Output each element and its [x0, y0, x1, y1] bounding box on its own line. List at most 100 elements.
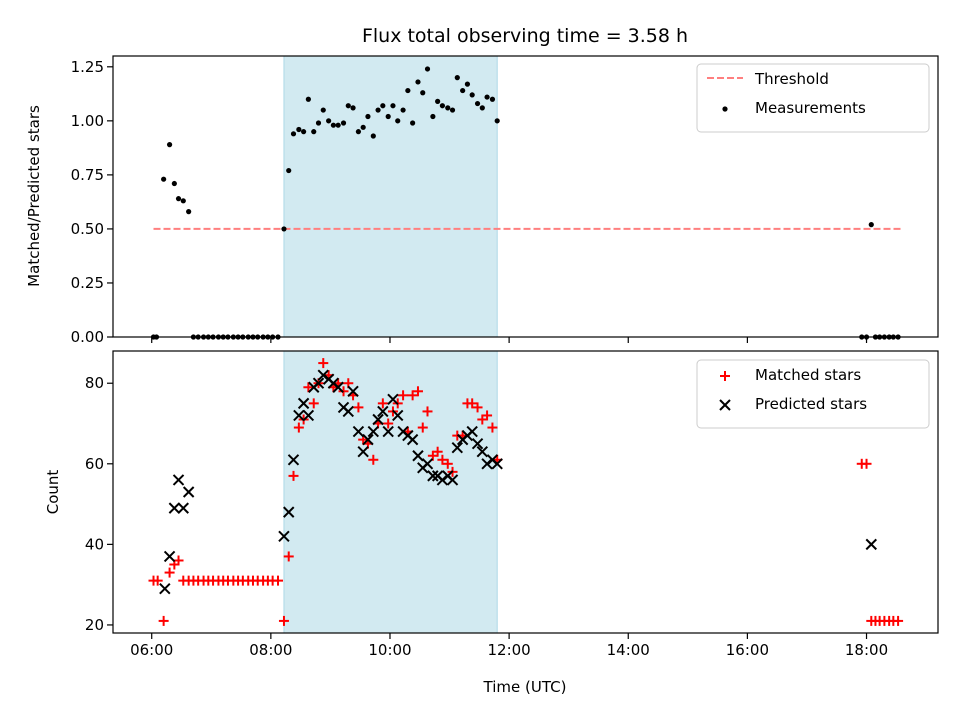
predicted-stars-point: [367, 425, 380, 438]
predicted-stars-point: [297, 397, 310, 410]
matched-stars-point: [442, 458, 453, 469]
matched-stars-point: [467, 398, 478, 409]
matched-stars-point: [422, 406, 433, 417]
predicted-stars-point: [302, 409, 315, 422]
measurement-point: [454, 75, 460, 81]
measurement-point: [175, 196, 182, 202]
top-chart-title: Flux total observing time = 3.58 h: [362, 25, 688, 47]
axes-frame: [112, 350, 939, 634]
predicted-stars-point: [382, 425, 394, 438]
predicted-stars-point: [392, 409, 404, 422]
predicted-stars-point: [372, 413, 384, 426]
measurement-point: [868, 222, 874, 228]
predicted-stars-point: [287, 454, 300, 466]
predicted-stars-point: [159, 582, 171, 595]
bottom-chart-ylabel: Count: [44, 470, 62, 515]
predicted-stars-point: [476, 446, 489, 458]
measurement-point: [335, 122, 341, 128]
matched-stars-point: [152, 575, 163, 586]
measurement-point: [161, 176, 167, 182]
x-tick-label: 18:00: [845, 641, 888, 659]
legend-measurements-swatch: [722, 106, 728, 112]
y-tick-label: 1.00: [71, 112, 104, 130]
measurement-point: [365, 113, 371, 120]
predicted-stars-point: [406, 433, 419, 446]
measurement-point: [445, 105, 451, 111]
measurement-point: [435, 98, 441, 104]
x-tick-label: 08:00: [249, 641, 292, 659]
predicted-stars-point: [421, 458, 434, 470]
legend-predicted-swatch: [719, 399, 731, 411]
y-tick-label: 0.75: [71, 166, 104, 184]
x-tick-label: 16:00: [726, 641, 769, 659]
matched-stars-point: [432, 446, 443, 457]
predicted-stars-point: [177, 502, 189, 514]
matched-stars-point: [173, 555, 184, 566]
y-tick-label: 60: [85, 455, 104, 473]
matched-stars-point: [383, 418, 394, 429]
shaded-region: [283, 351, 498, 633]
legend: Threshold Measurements: [696, 63, 930, 133]
measurement-point: [360, 124, 366, 130]
matched-stars-point: [417, 422, 428, 433]
legend-label: Measurements: [755, 99, 866, 117]
measurement-point: [286, 167, 292, 174]
matched-stars-point: [273, 575, 283, 586]
predicted-stars-point: [471, 437, 484, 450]
measurement-point: [180, 198, 186, 204]
matched-stars-point: [437, 454, 448, 465]
measurement-point: [311, 129, 317, 135]
measurement-point: [320, 107, 326, 113]
legend-box: [696, 359, 930, 429]
predicted-stars-point: [332, 381, 344, 393]
matched-stars-point: [308, 398, 319, 409]
measurement-point: [315, 120, 322, 126]
measurement-point: [424, 66, 431, 72]
measurement-point: [449, 107, 456, 113]
measurement-point: [385, 113, 391, 120]
matched-stars-point: [293, 422, 304, 433]
y-tick-label: 20: [85, 616, 104, 634]
measurement-point: [474, 100, 481, 107]
measurement-point: [355, 129, 362, 135]
matched-stars-point: [318, 358, 329, 369]
predicted-stars-point: [362, 433, 374, 446]
predicted-stars-point: [427, 470, 439, 482]
predicted-stars-point: [168, 502, 181, 514]
measurement-point: [494, 118, 500, 124]
predicted-stars-point: [278, 530, 290, 543]
matched-stars-point: [412, 386, 423, 397]
measurement-point: [415, 79, 421, 85]
y-tick-label: 1.25: [71, 58, 104, 76]
measurement-point: [430, 113, 436, 120]
predicted-stars-point: [446, 474, 459, 486]
measurement-point: [464, 81, 471, 87]
bottom-chart-xlabel: Time (UTC): [483, 678, 567, 696]
measurement-point: [405, 87, 411, 94]
matched-stars-point: [482, 410, 493, 421]
predicted-stars-point: [412, 450, 424, 462]
x-tick-label: 12:00: [488, 641, 531, 659]
x-tick-label: 14:00: [607, 641, 650, 659]
matched-stars-point: [158, 615, 169, 626]
x-tick-label: 06:00: [130, 641, 173, 659]
predicted-stars-point: [352, 425, 365, 438]
predicted-stars-point: [172, 474, 185, 486]
matched-stars-point: [283, 551, 294, 562]
predicted-stars-point: [377, 405, 389, 418]
measurement-point: [301, 129, 307, 135]
matched-stars-point: [278, 615, 289, 626]
measurement-point: [395, 118, 401, 124]
predicted-stars-point: [347, 385, 359, 397]
legend-label: Matched stars: [755, 366, 861, 384]
matched-stars-point: [472, 402, 483, 413]
measurement-point: [171, 180, 177, 187]
predicted-stars-point: [451, 441, 464, 454]
predicted-stars-point: [163, 550, 176, 563]
predicted-stars-point: [293, 409, 305, 422]
legend-box: [696, 63, 930, 133]
matched-stars-point: [861, 458, 872, 469]
top-chart: 0.00 0.25 0.50 0.75 1.00 1.25 Threshold Measure…: [71, 55, 939, 346]
y-tick-label: 0.50: [71, 220, 104, 238]
